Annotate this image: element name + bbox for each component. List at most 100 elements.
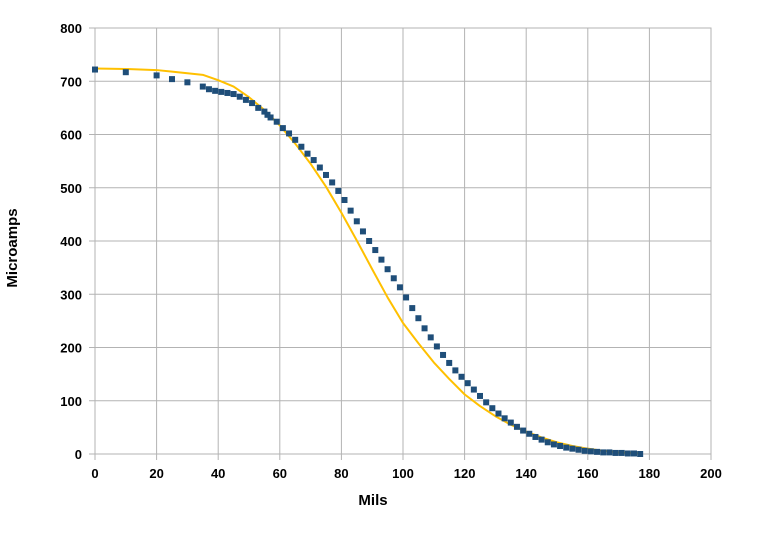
y-tick-label: 800: [60, 21, 82, 36]
data-point: [359, 228, 366, 235]
data-point: [532, 433, 539, 440]
data-point: [557, 443, 564, 450]
x-tick-label: 140: [515, 466, 537, 481]
data-point: [507, 419, 514, 426]
data-point: [122, 69, 129, 76]
data-point: [612, 449, 619, 456]
data-point: [587, 448, 594, 455]
y-tick-label: 400: [60, 234, 82, 249]
data-point: [446, 359, 453, 366]
y-tick-label: 600: [60, 128, 82, 143]
series-layer: [92, 66, 644, 457]
data-point: [581, 447, 588, 454]
data-point: [464, 380, 471, 387]
y-tick-label: 0: [75, 447, 82, 462]
data-point: [264, 111, 271, 118]
data-point: [544, 439, 551, 446]
x-tick-label: 40: [211, 466, 225, 481]
data-point: [366, 238, 373, 244]
data-point: [310, 157, 317, 164]
data-point: [433, 343, 440, 350]
data-point: [304, 150, 311, 157]
data-point: [600, 449, 607, 456]
data-point: [606, 449, 613, 456]
data-point: [427, 334, 434, 341]
x-axis-label: Mils: [358, 492, 387, 509]
data-point: [341, 196, 348, 203]
data-point: [440, 351, 447, 358]
data-point: [631, 450, 637, 457]
data-point: [224, 89, 231, 96]
y-tick-label: 700: [60, 74, 82, 89]
data-point: [212, 87, 219, 94]
x-tick-label: 60: [273, 466, 287, 481]
y-tick-label: 200: [60, 341, 82, 356]
data-point: [353, 218, 360, 225]
data-point: [409, 305, 416, 312]
data-point: [421, 325, 428, 332]
x-tick-label: 120: [454, 466, 476, 481]
data-point: [415, 315, 422, 322]
data-point: [92, 66, 98, 73]
fit-line: [94, 67, 641, 455]
data-point: [218, 88, 225, 95]
data-point: [520, 427, 527, 434]
data-point: [501, 415, 508, 422]
data-point: [470, 386, 477, 393]
data-point: [335, 187, 342, 194]
data-point: [298, 143, 305, 150]
data-point: [458, 373, 465, 380]
data-point: [153, 72, 160, 79]
data-point: [323, 171, 329, 178]
data-point: [495, 410, 502, 417]
y-tick-label: 100: [60, 394, 82, 409]
data-point: [249, 100, 256, 107]
data-point: [624, 450, 631, 457]
tick-labels: 0 20 40 60 80 100 120 140 160 180 200 0 100 200 300 400…: [60, 21, 722, 481]
x-tick-label: 100: [392, 466, 414, 481]
x-tick-label: 20: [149, 466, 163, 481]
x-tick-label: 200: [700, 466, 722, 481]
data-point: [329, 179, 336, 186]
data-point: [575, 446, 582, 453]
data-point: [279, 125, 286, 132]
data-point: [569, 445, 576, 452]
plot-area-border: [94, 27, 712, 455]
data-point: [267, 114, 274, 121]
data-point: [563, 444, 570, 451]
data-point: [255, 104, 262, 111]
data-point: [261, 108, 268, 115]
data-point: [372, 247, 379, 254]
x-tick-label: 160: [577, 466, 599, 481]
y-axis-label: Microamps: [4, 208, 21, 287]
data-point: [242, 96, 249, 103]
gridlines: [89, 27, 712, 460]
data-point: [347, 207, 354, 214]
data-point: [316, 164, 323, 171]
data-point: [184, 79, 191, 86]
data-point: [169, 76, 175, 83]
x-tick-label: 0: [91, 466, 98, 481]
data-point: [384, 266, 391, 273]
data-point: [538, 436, 545, 443]
data-point: [236, 93, 243, 100]
data-point: [230, 91, 237, 98]
data-point: [483, 399, 490, 406]
data-point: [396, 284, 403, 291]
data-point: [199, 83, 206, 90]
data-point: [489, 405, 496, 412]
data-point: [637, 451, 644, 457]
data-point: [513, 423, 520, 430]
data-point: [378, 256, 385, 263]
data-point: [390, 275, 397, 282]
data-point: [618, 449, 625, 456]
data-point: [477, 392, 483, 399]
x-tick-label: 80: [334, 466, 348, 481]
data-point: [205, 86, 212, 93]
data-point: [526, 430, 533, 437]
y-tick-label: 500: [60, 181, 82, 196]
data-point: [452, 367, 459, 374]
data-point: [550, 441, 557, 448]
